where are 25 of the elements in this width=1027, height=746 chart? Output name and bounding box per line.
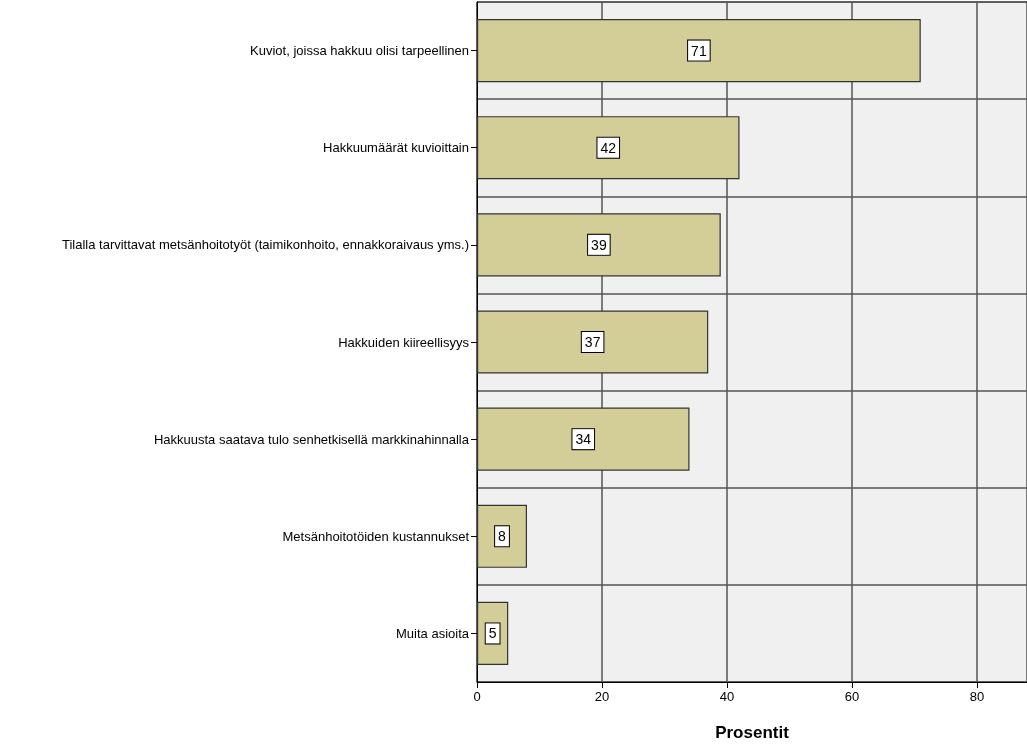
y-tick-label: Hakkuiden kiireellisyys xyxy=(338,334,470,350)
x-tick-label: 20 xyxy=(594,689,610,704)
x-tick-label: 60 xyxy=(844,689,860,704)
y-tick-label: Tilalla tarvittavat metsänhoitotyöt (taimikonhoito, ennakkoraivaus yms.) xyxy=(61,237,469,253)
bar xyxy=(477,407,690,471)
x-tick-label: 0 xyxy=(473,689,481,704)
x-tick-label: 40 xyxy=(719,689,735,704)
y-tick-label: Hakkuusta saatava tulo senhetkisellä markkinahinnalla xyxy=(153,431,470,447)
y-tick-label: Metsänhoitotöiden kustannukset xyxy=(282,528,470,544)
bar xyxy=(477,19,921,83)
data-label: 5 xyxy=(488,625,497,642)
y-tick-label: Kuviot, joissa hakkuu olisi tarpeellinen xyxy=(250,43,469,59)
y-tick-label: Muita asioita xyxy=(396,625,470,641)
data-label: 37 xyxy=(584,334,601,350)
bar xyxy=(477,116,740,180)
data-label: 71 xyxy=(691,42,707,59)
data-label: 42 xyxy=(600,139,617,156)
data-label: 39 xyxy=(591,236,607,253)
y-tick-label: Hakkuumäärät kuvioittain xyxy=(323,140,469,156)
data-label: 34 xyxy=(575,431,592,448)
bar xyxy=(477,213,721,277)
data-label: 8 xyxy=(498,528,507,545)
x-tick-label: 80 xyxy=(969,689,985,704)
bar xyxy=(477,310,709,374)
x-axis-title: Prosentit xyxy=(715,723,790,742)
